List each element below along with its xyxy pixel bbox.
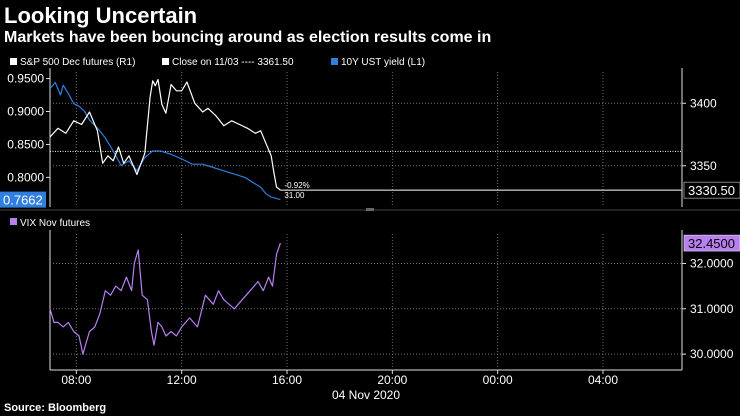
x-tick-label: 00:00: [483, 373, 513, 387]
legend-label-ust: 10Y UST yield (L1): [341, 57, 425, 68]
left-y-tick-label: 0.9000: [7, 105, 44, 119]
chart-title: Looking Uncertain: [4, 3, 198, 28]
left-y-tick-label: 0.8500: [7, 137, 44, 151]
legend-label-close: Close on 11/03 ---- 3361.50: [172, 57, 294, 68]
x-tick-label: 04:00: [588, 373, 618, 387]
bottom-right-y-tick-label: 32.0000: [690, 256, 734, 270]
change-points-annotation: 31.00: [284, 191, 305, 200]
x-tick-label: 12:00: [167, 373, 197, 387]
bottom-right-y-tick-label: 30.0000: [690, 347, 734, 361]
chart-subtitle: Markets have been bouncing around as ele…: [4, 29, 492, 46]
bottom-right-y-tick-label: 31.0000: [690, 302, 734, 316]
last-value-badge-left: [0, 191, 46, 208]
spx-futures-line: [49, 78, 281, 191]
panel-resize-handle[interactable]: [366, 208, 374, 211]
spx-last-value-badge: [683, 181, 740, 199]
vix-last-value-label: 32.4500: [688, 236, 735, 251]
legend-swatch-vix: [10, 218, 17, 225]
ust-yield-line: [49, 81, 281, 201]
source-note: Source: Bloomberg: [4, 402, 107, 414]
vix-futures-line: [49, 242, 281, 355]
x-tick-label: 20:00: [377, 373, 407, 387]
spx-last-value-label: 3330.50: [688, 183, 735, 198]
left-y-tick-label: 0.8000: [7, 170, 44, 184]
legend-swatch-spx: [10, 58, 17, 65]
x-axis-date-label: 04 Nov 2020: [332, 388, 400, 402]
last-value-left-label: 0.7662: [3, 193, 43, 208]
bottom-panel: VIX Nov futures: [10, 218, 90, 229]
legend-swatch-ust: [331, 58, 338, 65]
pct-change-annotation: -0.92%: [284, 181, 309, 190]
vix-last-value-badge: [683, 234, 740, 252]
legend-swatch-close: [162, 58, 169, 65]
x-tick-label: 16:00: [272, 373, 302, 387]
right-y-tick-label: 3350: [690, 159, 717, 173]
x-tick-label: 08:00: [61, 373, 91, 387]
legend-label-vix: VIX Nov futures: [20, 218, 90, 229]
right-y-tick-label: 3400: [690, 96, 717, 110]
left-y-tick-label: 0.9500: [7, 72, 44, 86]
legend-label-spx: S&P 500 Dec futures (R1): [20, 57, 135, 68]
top-panel: S&P 500 Dec futures (R1) Close on 11/03 …: [10, 57, 425, 68]
